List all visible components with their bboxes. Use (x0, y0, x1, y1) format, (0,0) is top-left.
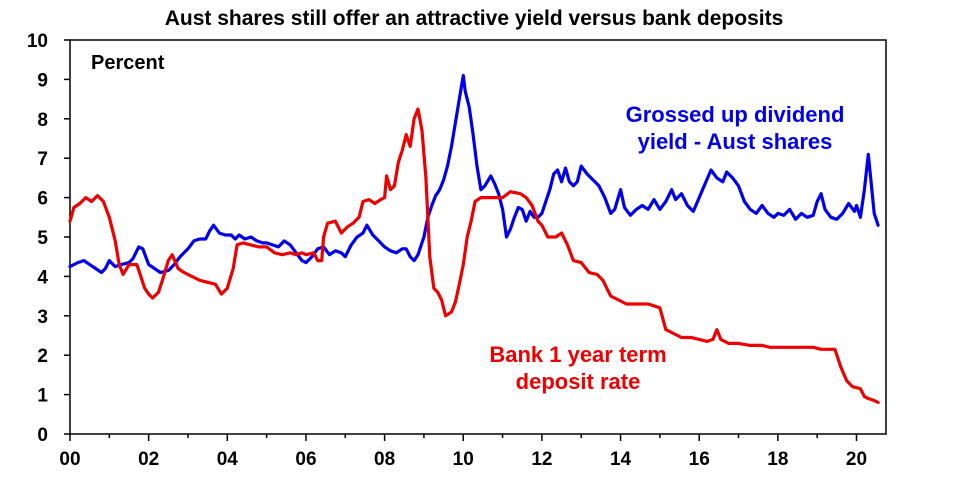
series-label-line: yield - Aust shares (638, 129, 833, 154)
y-tick-label: 9 (37, 70, 48, 91)
y-tick-label: 4 (37, 267, 48, 288)
x-tick-label: 04 (217, 449, 239, 470)
series-label-line: Bank 1 year term (489, 342, 666, 367)
series-label-line: deposit rate (516, 369, 641, 394)
x-tick-label: 00 (59, 449, 80, 470)
x-tick-label: 16 (689, 449, 710, 470)
y-tick-label: 3 (37, 307, 48, 328)
y-tick-label: 8 (37, 110, 48, 131)
x-tick-label: 20 (846, 449, 867, 470)
x-tick-label: 18 (767, 449, 788, 470)
plot-area (69, 39, 887, 435)
x-tick-label: 14 (610, 449, 632, 470)
x-tick-label: 02 (138, 449, 159, 470)
x-tick-label: 12 (531, 449, 552, 470)
y-tick-label: 6 (37, 189, 48, 210)
series-line-term-deposit (68, 107, 880, 405)
y-tick-label: 1 (37, 386, 48, 407)
x-tick-label: 10 (453, 449, 474, 470)
y-tick-label: 0 (37, 425, 48, 446)
series-label-dividend-yield: Grossed up dividend yield - Aust shares (626, 102, 845, 154)
y-tick-label: 5 (37, 228, 48, 249)
chart-title: Aust shares still offer an attractive yi… (165, 7, 784, 30)
y-axis-label: Percent (91, 52, 165, 74)
x-tick-label: 06 (295, 449, 316, 470)
series-label-term-deposit: Bank 1 year term deposit rate (489, 342, 666, 394)
y-tick-label: 10 (27, 31, 48, 52)
y-tick-label: 7 (37, 149, 48, 170)
series-label-line: Grossed up dividend (626, 102, 845, 127)
series-line-dividend-yield (68, 73, 880, 275)
y-tick-label: 2 (37, 346, 48, 367)
x-tick-label: 08 (374, 449, 395, 470)
